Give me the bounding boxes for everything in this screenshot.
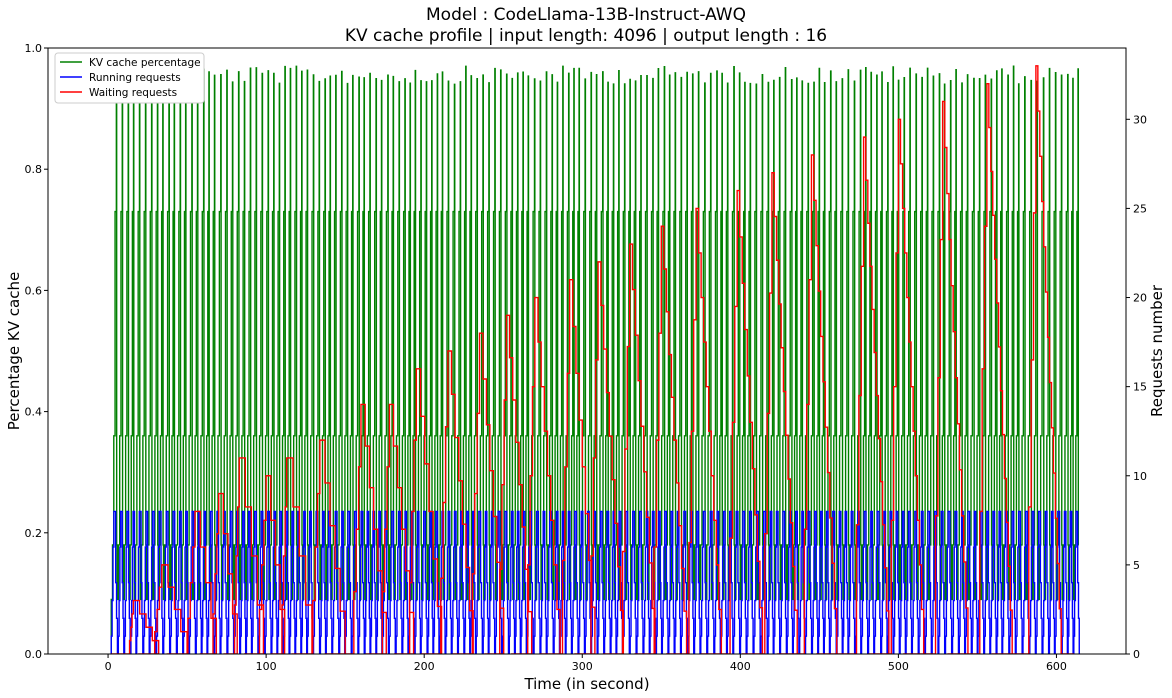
y-left-tick-label: 0.8: [25, 163, 43, 176]
y-axis-label-left: Percentage KV cache: [5, 272, 23, 430]
x-tick-label: 400: [730, 660, 751, 673]
y-right-tick-label: 20: [1133, 292, 1147, 305]
waiting-requests-series-line: [111, 65, 1074, 654]
y-right-tick-label: 25: [1133, 202, 1147, 215]
y-axis-label-right: Requests number: [1148, 284, 1166, 417]
y-right-tick-label: 10: [1133, 470, 1147, 483]
legend-box: [54, 52, 205, 104]
chart-legend: KV cache percentage Running requests Waiti…: [54, 52, 205, 104]
x-axis-label: Time (in second): [523, 675, 649, 693]
chart-subtitle: KV cache profile | input length: 4096 | …: [344, 26, 828, 46]
plot-frame: [47, 47, 1127, 655]
legend-entry: KV cache percentage: [89, 57, 201, 69]
y-left-tick-label: 0.0: [25, 648, 43, 661]
legend-entry: Waiting requests: [89, 87, 177, 99]
chart-title: Model : CodeLlama-13B-Instruct-AWQ: [426, 5, 746, 25]
x-tick-label: 0: [105, 660, 112, 673]
x-tick-label: 500: [888, 660, 909, 673]
y-left-tick-label: 0.4: [25, 406, 43, 419]
y-right-tick-label: 5: [1133, 559, 1140, 572]
running-requests-series-line: [110, 510, 1081, 654]
y-left-tick-label: 0.6: [25, 284, 43, 297]
x-tick-label: 200: [414, 660, 435, 673]
y-right-tick-label: 0: [1133, 648, 1140, 661]
y-left-tick-label: 0.2: [25, 527, 43, 540]
y-left-tick-label: 1.0: [25, 42, 43, 55]
y-right-tick-label: 15: [1133, 381, 1147, 394]
x-tick-label: 600: [1046, 660, 1067, 673]
y-right-tick-label: 30: [1133, 113, 1147, 126]
x-tick-label: 100: [256, 660, 277, 673]
legend-entry: Running requests: [89, 72, 181, 84]
x-tick-label: 300: [572, 660, 593, 673]
